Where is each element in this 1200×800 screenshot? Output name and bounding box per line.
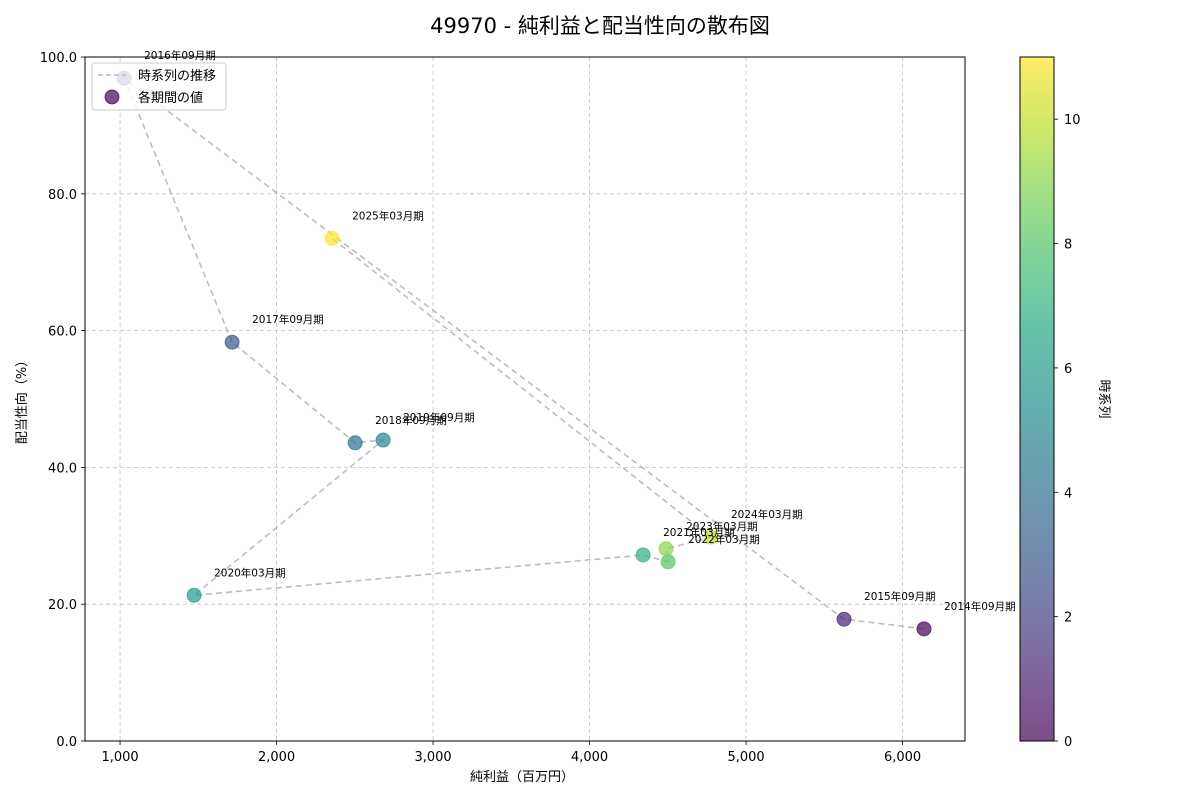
y-tick-label: 20.0 bbox=[48, 598, 77, 613]
x-axis-ticks: 1,000 2,000 3,000 4,000 5,000 6,000 bbox=[101, 741, 921, 765]
y-tick-label: 100.0 bbox=[40, 51, 77, 66]
x-tick-label: 5,000 bbox=[727, 750, 764, 765]
point-labels: 2014年09月期 2015年09月期 2016年09月期 2017年09月期 2018… bbox=[144, 49, 1015, 613]
legend-circle-icon bbox=[104, 89, 120, 105]
point-label: 2021年03月期 bbox=[663, 526, 735, 539]
x-tick-label: 6,000 bbox=[884, 750, 921, 765]
colorbar-tick-label: 6 bbox=[1064, 362, 1072, 377]
data-point bbox=[347, 435, 363, 451]
point-label: 2017年09月期 bbox=[252, 313, 324, 326]
x-tick-label: 1,000 bbox=[101, 750, 138, 765]
data-point bbox=[836, 611, 852, 627]
x-axis-label: 純利益（百万円） bbox=[470, 770, 574, 785]
data-point bbox=[375, 432, 391, 448]
data-point bbox=[635, 547, 651, 563]
colorbar: 0 2 4 6 8 10 時系列 bbox=[1019, 56, 1111, 750]
data-point bbox=[703, 529, 719, 545]
colorbar-gradient bbox=[1019, 56, 1055, 742]
axes-frame bbox=[84, 56, 966, 742]
colorbar-ticks: 0 2 4 6 8 10 bbox=[1054, 113, 1081, 750]
data-points bbox=[116, 70, 932, 637]
data-point bbox=[660, 554, 676, 570]
point-label: 2025年03月期 bbox=[352, 209, 424, 222]
data-point bbox=[324, 230, 340, 246]
legend-label-points: 各期間の値 bbox=[138, 90, 203, 106]
x-tick-label: 3,000 bbox=[414, 750, 451, 765]
y-tick-label: 40.0 bbox=[48, 461, 77, 476]
point-label: 2015年09月期 bbox=[864, 590, 936, 603]
point-label: 2014年09月期 bbox=[944, 600, 1016, 613]
colorbar-tick-label: 10 bbox=[1064, 113, 1081, 128]
time-series-line bbox=[122, 75, 925, 630]
grid-lines bbox=[85, 56, 965, 742]
data-point bbox=[916, 621, 932, 637]
y-tick-label: 80.0 bbox=[48, 188, 77, 203]
y-tick-label: 0.0 bbox=[56, 735, 77, 750]
chart-title: 49970 - 純利益と配当性向の散布図 bbox=[430, 14, 770, 38]
point-label: 2022年03月期 bbox=[688, 533, 760, 546]
data-point bbox=[224, 334, 240, 350]
dashed-trend-line bbox=[122, 75, 925, 630]
point-label: 2023年03月期 bbox=[686, 520, 758, 533]
colorbar-label: 時系列 bbox=[1096, 379, 1111, 418]
x-tick-label: 4,000 bbox=[571, 750, 608, 765]
point-label: 2016年09月期 bbox=[144, 49, 216, 62]
data-point bbox=[186, 587, 202, 603]
data-point bbox=[658, 541, 674, 557]
point-label: 2019年09月期 bbox=[403, 411, 475, 424]
colorbar-tick-label: 4 bbox=[1064, 486, 1072, 501]
legend-label-series: 時系列の推移 bbox=[138, 69, 216, 84]
y-axis-ticks: 0.0 20.0 40.0 60.0 80.0 100.0 bbox=[40, 51, 85, 750]
colorbar-tick-label: 8 bbox=[1064, 238, 1072, 253]
x-tick-label: 2,000 bbox=[258, 750, 295, 765]
point-label: 2018年09月期 bbox=[375, 414, 447, 427]
colorbar-tick-label: 2 bbox=[1064, 611, 1072, 626]
legend: 時系列の推移 各期間の値 bbox=[91, 62, 227, 111]
y-axis-label: 配当性向（%） bbox=[14, 354, 30, 444]
colorbar-tick-label: 0 bbox=[1064, 735, 1072, 750]
point-label: 2020年03月期 bbox=[214, 566, 286, 579]
point-label: 2024年03月期 bbox=[731, 508, 803, 521]
y-tick-label: 60.0 bbox=[48, 325, 77, 340]
